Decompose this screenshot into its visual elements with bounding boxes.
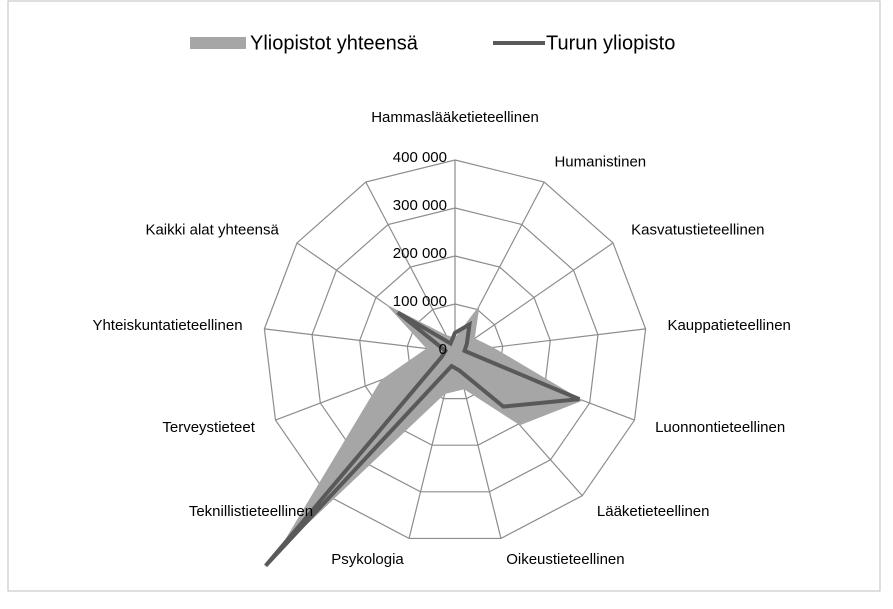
grid-ring xyxy=(359,255,551,446)
legend-swatch xyxy=(190,37,246,49)
tick-label: 400 000 xyxy=(393,149,447,166)
series-line xyxy=(264,310,581,568)
axis-line xyxy=(365,181,456,353)
series-area xyxy=(277,304,583,553)
category-label: Luonnontieteellinen xyxy=(655,419,785,436)
grid-ring xyxy=(311,207,599,493)
category-label: Kasvatustieteellinen xyxy=(631,221,764,238)
axis-line xyxy=(264,328,456,353)
category-label: Hammaslääketieteellinen xyxy=(371,109,539,126)
category-label: Humanistinen xyxy=(554,153,646,170)
category-label: Terveystieteet xyxy=(162,419,255,436)
chart-border xyxy=(7,0,881,592)
tick-label: 100 000 xyxy=(393,293,447,310)
category-label: Kauppatieteellinen xyxy=(667,317,790,334)
category-label: Kaikki alat yhteensä xyxy=(145,221,279,238)
axis-line xyxy=(454,242,614,353)
category-label: Oikeustieteellinen xyxy=(506,551,624,568)
category-label: Yhteiskuntatieteellinen xyxy=(92,317,242,334)
legend-label: Turun yliopisto xyxy=(546,32,675,54)
category-label: Lääketieteellinen xyxy=(597,503,710,520)
legend-label: Yliopistot yhteensä xyxy=(250,32,419,54)
tick-label: 300 000 xyxy=(393,197,447,214)
tick-label: 0 xyxy=(439,341,447,358)
category-label: Teknillistieteellinen xyxy=(189,503,313,520)
tick-label: 200 000 xyxy=(393,245,447,262)
grid-ring xyxy=(263,159,647,540)
category-label: Psykologia xyxy=(331,551,404,568)
